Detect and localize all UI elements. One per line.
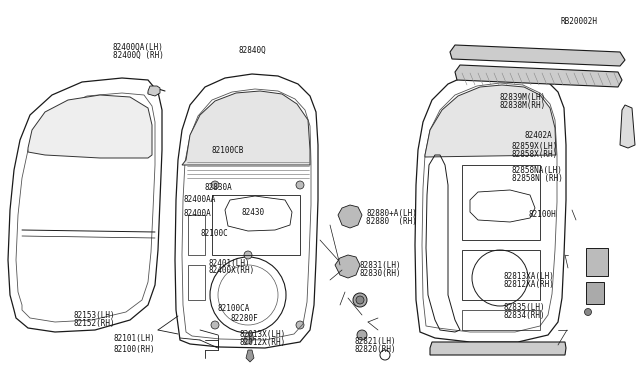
Text: 82400QA(LH): 82400QA(LH) xyxy=(113,43,163,52)
Text: 82400Q (RH): 82400Q (RH) xyxy=(113,51,163,60)
Circle shape xyxy=(357,330,367,340)
Text: 82880  (RH): 82880 (RH) xyxy=(366,217,417,226)
Text: 82400A: 82400A xyxy=(183,209,211,218)
Polygon shape xyxy=(338,205,362,228)
Circle shape xyxy=(356,296,364,304)
Polygon shape xyxy=(620,105,635,148)
Text: 82830A: 82830A xyxy=(205,183,232,192)
Text: 82858X(RH): 82858X(RH) xyxy=(512,150,558,159)
Polygon shape xyxy=(246,350,254,362)
Text: 82100CA: 82100CA xyxy=(218,304,250,312)
Circle shape xyxy=(244,251,252,259)
Text: 82821(LH): 82821(LH) xyxy=(355,337,396,346)
Text: 82013X(LH): 82013X(LH) xyxy=(240,330,286,339)
Polygon shape xyxy=(335,255,360,278)
Text: 82101(LH): 82101(LH) xyxy=(114,334,156,343)
Text: 82840Q: 82840Q xyxy=(239,46,266,55)
Polygon shape xyxy=(455,65,622,87)
Text: 82430: 82430 xyxy=(242,208,265,217)
Polygon shape xyxy=(430,342,566,355)
Text: 82880+A(LH): 82880+A(LH) xyxy=(366,209,417,218)
Text: 82838M(RH): 82838M(RH) xyxy=(499,101,545,110)
Circle shape xyxy=(211,181,219,189)
Bar xyxy=(586,282,604,304)
Text: 82839M(LH): 82839M(LH) xyxy=(499,93,545,102)
Text: 82280F: 82280F xyxy=(230,314,258,323)
Text: 82401(LH): 82401(LH) xyxy=(209,259,250,268)
Text: 82812XA(RH): 82812XA(RH) xyxy=(503,280,554,289)
Circle shape xyxy=(584,308,591,315)
Text: 82400AA: 82400AA xyxy=(183,195,216,203)
Polygon shape xyxy=(28,95,152,158)
Polygon shape xyxy=(248,332,254,340)
Text: 82830(RH): 82830(RH) xyxy=(360,269,401,278)
Text: 82859X(LH): 82859X(LH) xyxy=(512,142,558,151)
Polygon shape xyxy=(182,91,310,165)
Polygon shape xyxy=(425,85,556,157)
Circle shape xyxy=(296,181,304,189)
Text: 82813XA(LH): 82813XA(LH) xyxy=(503,272,554,281)
Text: 82100CB: 82100CB xyxy=(211,146,244,155)
Bar xyxy=(586,248,608,276)
Circle shape xyxy=(353,293,367,307)
Text: 82834(RH): 82834(RH) xyxy=(503,311,545,320)
Text: 82820(RH): 82820(RH) xyxy=(355,345,396,354)
Text: 82153(LH): 82153(LH) xyxy=(74,311,115,320)
Text: 82858N (RH): 82858N (RH) xyxy=(512,174,563,183)
Text: 82100C: 82100C xyxy=(201,229,228,238)
Polygon shape xyxy=(148,86,160,96)
Text: 82858NA(LH): 82858NA(LH) xyxy=(512,166,563,175)
Circle shape xyxy=(211,321,219,329)
Text: 82152(RH): 82152(RH) xyxy=(74,319,115,328)
Circle shape xyxy=(296,321,304,329)
Text: 82100(RH): 82100(RH) xyxy=(114,345,156,354)
Polygon shape xyxy=(450,45,625,66)
Text: 82012X(RH): 82012X(RH) xyxy=(240,338,286,347)
Text: RB20002H: RB20002H xyxy=(561,17,598,26)
Text: 82400X(RH): 82400X(RH) xyxy=(209,266,255,275)
Text: 82100H: 82100H xyxy=(529,210,556,219)
Text: 82402A: 82402A xyxy=(525,131,552,140)
Text: 82835(LH): 82835(LH) xyxy=(503,303,545,312)
Text: 82831(LH): 82831(LH) xyxy=(360,261,401,270)
Circle shape xyxy=(244,336,252,344)
